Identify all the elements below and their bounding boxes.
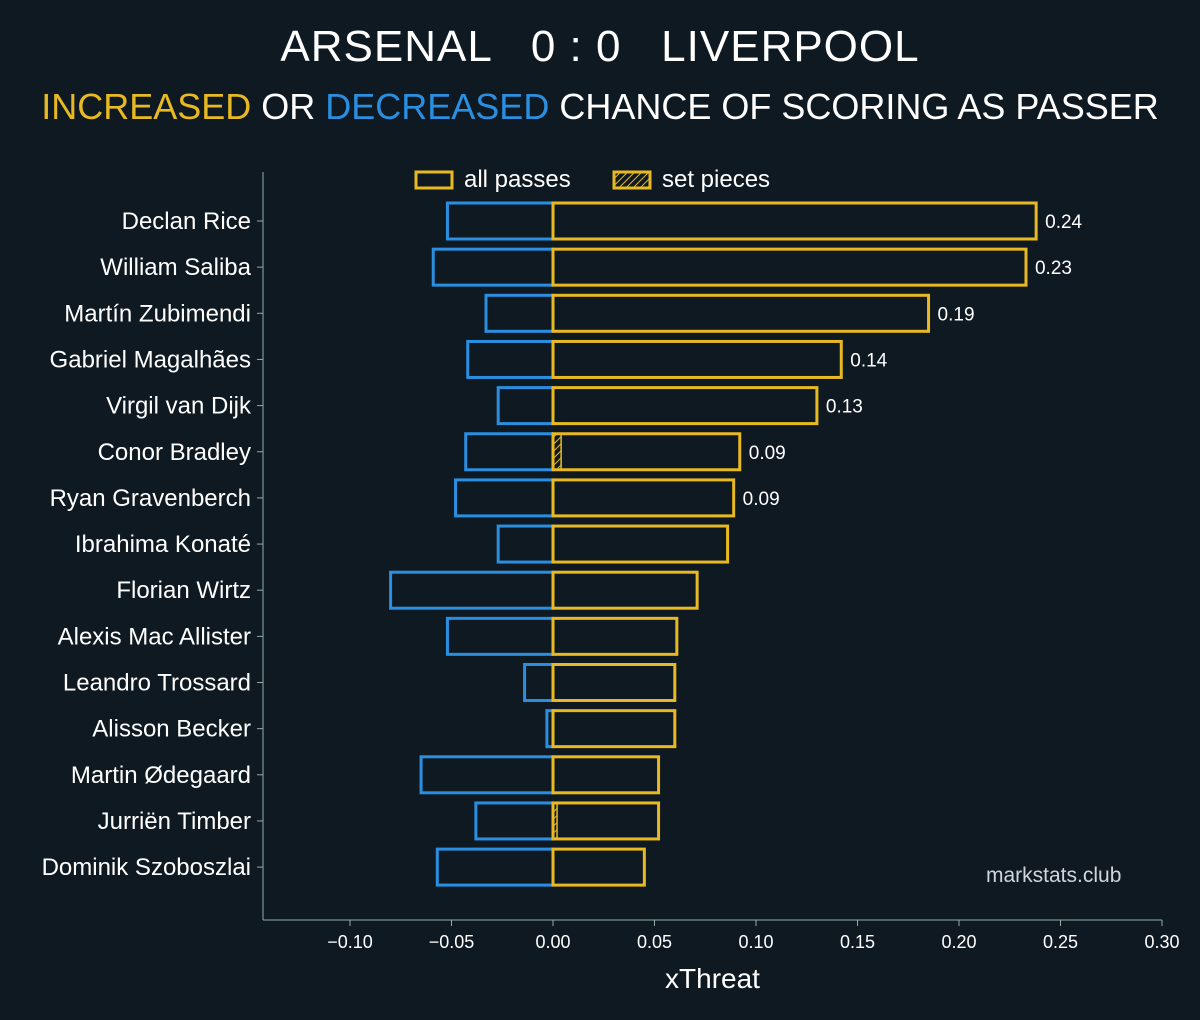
decreased-bar [464, 432, 555, 472]
player-label: Martín Zubimendi [64, 300, 251, 327]
player-label: Jurriën Timber [98, 808, 251, 835]
axes: −0.10 −0.05 0.00 0.05 0.10 0.15 0.20 0.25 0.30 xT… [257, 172, 1180, 994]
decreased-bar [445, 616, 555, 656]
player-label: Alisson Becker [92, 716, 251, 743]
decreased-bar [389, 570, 555, 610]
value-label: 0.09 [743, 489, 780, 510]
player-label: Virgil van Dijk [106, 393, 252, 420]
increased-bar [551, 478, 736, 518]
x-tick-label: 0.10 [738, 932, 773, 952]
increased-bar [551, 339, 843, 379]
increased-bar [551, 663, 677, 702]
increased-bar [551, 755, 661, 795]
home-team: ARSENAL [280, 22, 492, 71]
player-label: William Saliba [100, 254, 251, 281]
watermark: markstats.club [986, 864, 1122, 887]
decreased-bar [435, 847, 555, 887]
labels: Declan Rice 0.24 William Saliba 0.23 Martín … [42, 208, 1083, 881]
increased-bar [551, 432, 742, 472]
increased-bar [551, 709, 677, 749]
decreased-bar [496, 524, 555, 564]
player-label: Gabriel Magalhães [50, 346, 251, 373]
decreased-bar [445, 201, 555, 241]
decreased-bar [431, 247, 555, 287]
x-tick-label: −0.10 [327, 932, 373, 952]
increased-bar [551, 570, 699, 610]
player-label: Ibrahima Konaté [75, 531, 251, 558]
chart-title: ARSENAL 0 : 0 LIVERPOOL [0, 22, 1200, 72]
player-label: Conor Bradley [98, 439, 251, 466]
decreased-bar [419, 755, 555, 795]
player-label: Dominik Szoboszlai [42, 854, 251, 881]
subtitle-increased: INCREASED [41, 86, 252, 127]
value-label: 0.23 [1035, 258, 1072, 279]
value-label: 0.13 [826, 397, 863, 418]
player-label: Florian Wirtz [116, 577, 251, 604]
x-axis-label: xThreat [665, 963, 760, 994]
decreased-bar [484, 293, 555, 333]
subtitle-decreased: DECREASED [325, 86, 550, 127]
bars [389, 201, 1038, 887]
legend-label: set pieces [662, 166, 770, 193]
player-label: Declan Rice [122, 208, 251, 235]
value-label: 0.19 [938, 304, 975, 325]
subtitle-rest: CHANCE OF SCORING AS PASSER [549, 86, 1159, 127]
subtitle-or: OR [251, 86, 326, 127]
increased-bar [551, 847, 646, 887]
legend-label: all passes [464, 166, 571, 193]
legend-swatch [414, 170, 454, 190]
x-tick-label: 0.05 [637, 932, 672, 952]
increased-bar [551, 293, 931, 333]
increased-bar [551, 524, 730, 564]
value-label: 0.24 [1045, 212, 1082, 233]
x-tick-label: 0.30 [1144, 932, 1179, 952]
value-label: 0.14 [850, 350, 887, 371]
x-tick-label: 0.00 [535, 932, 570, 952]
increased-bar [551, 201, 1038, 241]
increased-bar [551, 801, 661, 841]
decreased-bar [474, 801, 555, 841]
decreased-bar [466, 339, 555, 379]
increased-bar [551, 616, 679, 656]
x-tick-label: 0.25 [1043, 932, 1078, 952]
increased-bar [551, 386, 819, 426]
score: 0 : 0 [530, 22, 622, 71]
x-tick-label: 0.20 [941, 932, 976, 952]
x-tick-label: 0.15 [840, 932, 875, 952]
player-label: Martin Ødegaard [71, 762, 251, 789]
value-label: 0.09 [749, 443, 786, 464]
away-team: LIVERPOOL [661, 22, 920, 71]
chart-subtitle: INCREASED OR DECREASED CHANCE OF SCORING… [0, 86, 1200, 128]
decreased-bar [454, 478, 555, 518]
legend-swatch [612, 170, 652, 190]
decreased-bar [496, 386, 555, 426]
player-label: Ryan Gravenberch [50, 485, 251, 512]
decreased-bar [523, 663, 555, 702]
x-tick-label: −0.05 [429, 932, 475, 952]
player-label: Leandro Trossard [63, 670, 251, 697]
player-label: Alexis Mac Allister [58, 623, 251, 650]
legend: all passes set pieces [414, 166, 770, 193]
increased-bar [551, 247, 1028, 287]
